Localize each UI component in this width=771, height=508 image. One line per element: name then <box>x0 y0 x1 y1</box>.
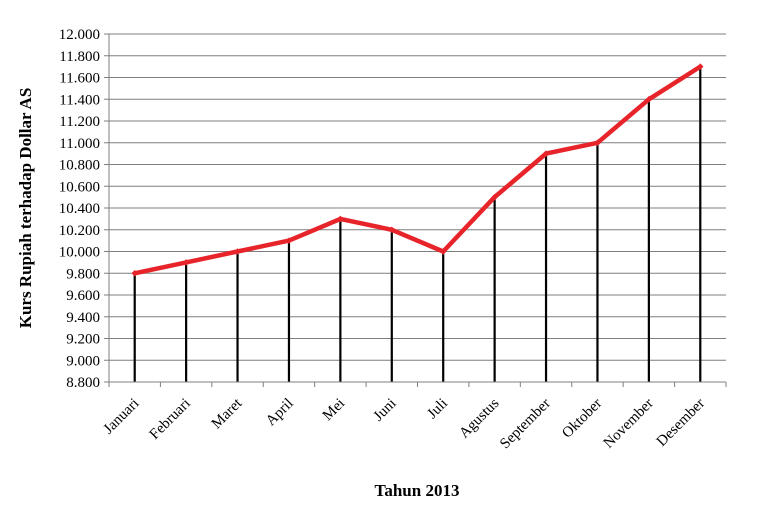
y-tick-label: 11.400 <box>59 92 100 108</box>
x-tick-label: September <box>497 396 554 453</box>
data-point <box>440 248 447 255</box>
x-tick-label: Agustus <box>456 395 502 441</box>
x-tick-labels: Januari Februari Maret April Mei Juni Juli Agus… <box>101 395 709 452</box>
x-tick-label: Desember <box>654 396 708 450</box>
data-point <box>542 150 550 157</box>
x-tick-label: Mei <box>320 396 348 424</box>
x-tick-label: Februari <box>147 396 194 443</box>
axes <box>104 33 727 387</box>
y-tick-label: 10.400 <box>59 201 100 217</box>
y-tick-label: 9.800 <box>66 266 100 282</box>
y-tick-label: 12.000 <box>59 27 100 43</box>
data-point <box>645 96 653 103</box>
y-tick-label: 8.800 <box>66 375 100 391</box>
x-tick-label: April <box>263 396 297 430</box>
x-tick-label: Maret <box>209 395 246 432</box>
y-tick-label: 9.000 <box>66 353 100 369</box>
y-tick-label: 10.800 <box>59 158 100 174</box>
data-point <box>388 226 395 233</box>
y-axis-title: Kurs Rupiah terhadap Dollar AS <box>16 88 35 329</box>
y-tick-label: 9.400 <box>66 310 100 326</box>
y-tick-label: 11.200 <box>59 114 100 130</box>
x-axis-title: Tahun 2013 <box>375 481 460 500</box>
x-tick-label: Oktober <box>559 396 605 442</box>
x-tick-label: November <box>601 396 657 452</box>
y-tick-label: 9.600 <box>66 288 100 304</box>
x-tick-label: Juni <box>371 396 400 425</box>
x-tick-label: Juli <box>424 396 451 423</box>
y-tick-label: 11.000 <box>59 136 100 152</box>
data-point <box>182 259 190 266</box>
data-point <box>337 215 344 223</box>
series-line <box>132 64 703 276</box>
gridlines <box>109 33 726 361</box>
y-tick-labels: 8.800 9.000 9.200 9.400 9.600 9.800 10.000 10.2… <box>59 27 100 391</box>
y-tick-label: 9.200 <box>66 332 100 348</box>
y-tick-label: 10.000 <box>59 245 100 261</box>
data-point <box>491 193 498 201</box>
y-tick-label: 11.800 <box>59 49 100 65</box>
x-tick-label: Januari <box>101 396 143 438</box>
series-layer <box>131 63 704 277</box>
data-point <box>697 63 704 70</box>
y-tick-label: 10.200 <box>59 223 100 239</box>
drop-lines <box>133 66 702 382</box>
data-point <box>131 270 138 277</box>
y-tick-label: 10.600 <box>59 179 100 195</box>
data-point <box>234 248 241 255</box>
data-point <box>594 139 601 146</box>
data-point <box>285 237 293 244</box>
y-tick-label: 11.600 <box>59 71 100 87</box>
